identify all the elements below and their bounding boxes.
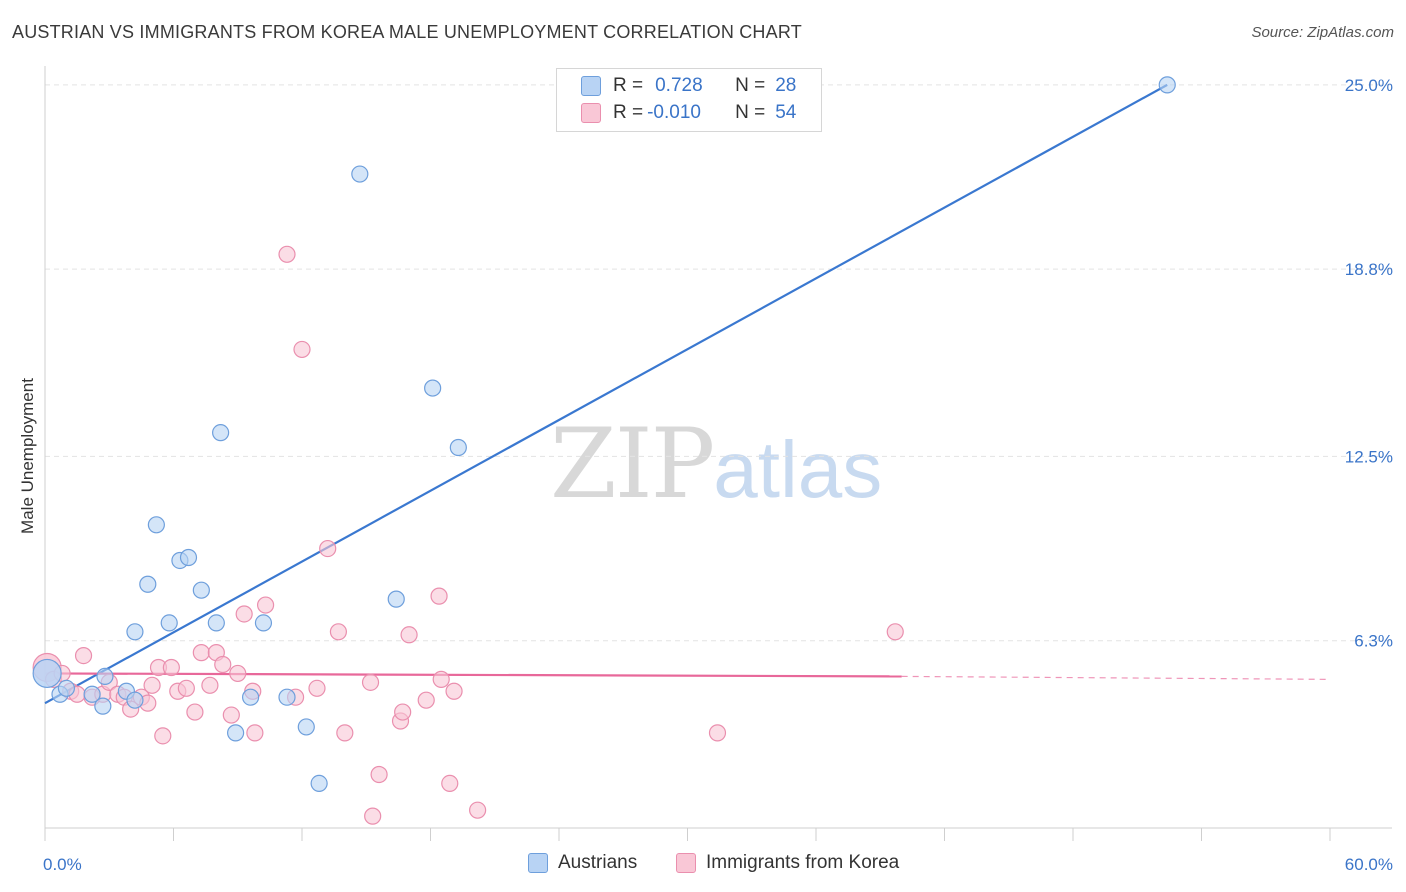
legend-swatch-blue [528,853,548,873]
austrians-point [207,614,225,632]
data-points [32,76,1176,825]
korea-point [222,706,240,724]
austrians-point [57,679,76,697]
korea-point [154,727,172,745]
korea-point [445,682,463,700]
korea-point [430,587,448,605]
austrians-point [310,774,328,793]
korea-point [370,765,388,784]
series-legend: Austrians Immigrants from Korea [0,852,1406,878]
austrians-point [212,424,230,442]
legend-swatch-blue [581,76,601,96]
korea-point [229,664,247,683]
x-tick-label: 60.0% [1345,855,1393,874]
austrians-point [94,697,112,715]
korea-point [74,646,93,665]
korea-point [432,670,450,688]
legend-n-label: N = [735,102,766,123]
austrians-point [126,691,144,709]
korea-trend-line [44,672,902,678]
korea-point [329,623,348,641]
korea-point [246,724,264,742]
legend-r-label: R = [613,75,644,96]
legend-swatch-pink [676,853,696,873]
legend-item-korea[interactable]: Immigrants from Korea [676,852,899,874]
korea-point [177,679,195,697]
austrians-point [254,614,273,632]
legend-label: Austrians [558,852,638,873]
korea-point [319,539,337,558]
legend-r-label: R = [613,102,644,123]
austrians-point [83,685,101,703]
korea-point [886,623,904,641]
austrians-point [96,667,114,686]
korea-point [162,658,180,677]
korea-point [361,673,380,691]
austrians-point [297,718,315,736]
korea-point [192,644,210,662]
gridlines [45,84,1392,642]
korea-point [278,245,296,263]
legend-r-value: -0.010 [647,102,701,123]
tick-labels: 6.3% 12.5% 18.8% 25.0% 0.0% 60.0% [43,76,1393,874]
austrians-point [179,548,198,567]
legend-r-value: 0.728 [655,75,703,96]
legend-row-austrians: R = 0.728 N = 28 [581,73,796,99]
austrians-trend-line [44,83,1168,705]
austrians-point [278,688,296,706]
legend-n-value: 54 [775,102,797,123]
korea-point [441,774,459,793]
legend-item-austrians[interactable]: Austrians [528,852,637,874]
austrians-point [147,516,165,534]
austrians-point [32,658,62,689]
legend-n-label: N = [735,75,766,96]
legend-row-korea: R = -0.010 N = 54 [581,100,796,126]
y-tick-label: 12.5% [1345,447,1393,466]
korea-point [186,703,204,721]
austrians-point [424,379,442,397]
austrians-point [126,623,144,641]
source-credit: Source: ZipAtlas.com [1251,24,1394,41]
korea-point [469,801,487,819]
korea-point [235,605,253,623]
x-tick-label: 0.0% [43,855,82,874]
austrians-point [139,575,157,593]
y-tick-label: 25.0% [1345,76,1393,95]
axes [44,66,1392,841]
austrians-point [160,614,178,632]
korea-point [417,691,435,709]
korea-point [214,655,232,674]
legend-label: Immigrants from Korea [706,852,900,873]
korea-trend-extension [901,675,1331,680]
austrians-point [227,724,245,742]
legend-swatch-pink [581,103,601,123]
legend-n-value: 28 [775,75,797,96]
chart-title: AUSTRIAN VS IMMIGRANTS FROM KOREA MALE U… [12,22,802,42]
korea-point [201,676,219,694]
korea-point [336,724,354,742]
korea-point [293,340,311,359]
korea-point [394,703,412,721]
y-tick-label: 18.8% [1345,260,1393,279]
austrians-point [1158,76,1176,94]
korea-point [364,807,382,825]
korea-point [143,676,161,694]
trend-lines [44,83,1331,705]
austrians-point [242,688,260,706]
austrians-point [449,438,467,457]
austrians-point [192,581,210,599]
austrians-point [387,590,405,608]
correlation-legend: R = 0.728 N = 28 R = -0.010 N = 54 [556,68,822,132]
austrians-point [351,165,369,183]
korea-point [708,724,727,742]
korea-point [308,679,326,697]
korea-point [400,626,418,644]
korea-point [256,596,275,614]
y-tick-label: 6.3% [1354,632,1393,651]
